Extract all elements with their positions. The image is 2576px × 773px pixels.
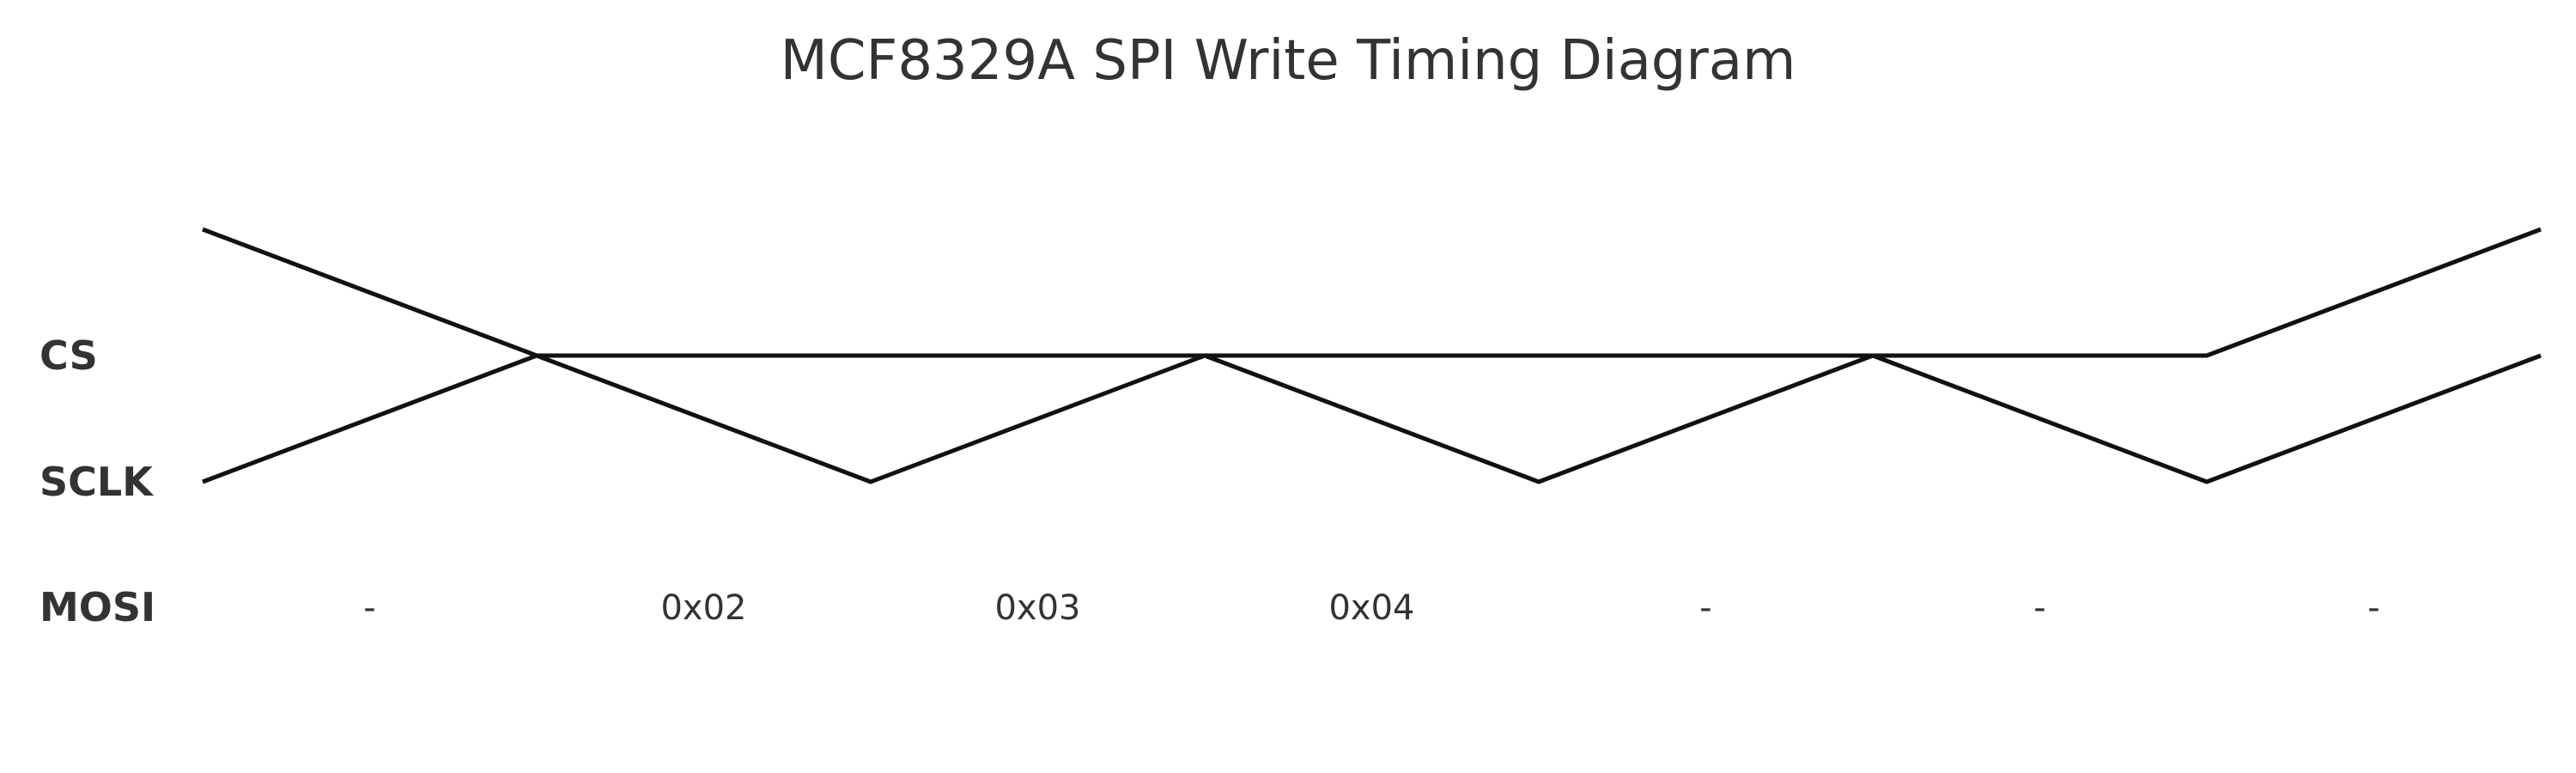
mosi-value-3: 0x04 — [1328, 588, 1414, 628]
mosi-value-4: - — [1699, 588, 1711, 628]
waveform-sclk — [202, 353, 2542, 484]
diagram-title: MCF8329A SPI Write Timing Diagram — [780, 29, 1796, 93]
mosi-values: - 0x02 0x03 0x04 - - - — [363, 588, 2379, 628]
signal-label-sclk: SCLK — [39, 459, 155, 505]
waveform-cs — [202, 227, 2542, 358]
mosi-value-6: - — [2367, 588, 2379, 628]
signal-waveforms — [202, 227, 2542, 484]
signal-label-cs: CS — [39, 332, 98, 379]
signal-labels: CS SCLK MOSI — [39, 332, 155, 630]
mosi-value-1: 0x02 — [660, 588, 746, 628]
mosi-value-5: - — [2033, 588, 2045, 628]
signal-label-mosi: MOSI — [39, 584, 155, 630]
mosi-value-2: 0x03 — [994, 588, 1080, 628]
mosi-value-0: - — [363, 588, 375, 628]
